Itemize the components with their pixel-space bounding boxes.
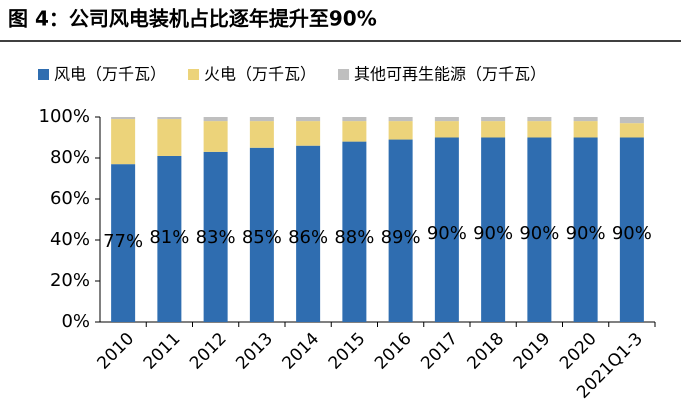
legend-label: 其他可再生能源（万千瓦） (354, 65, 546, 84)
data-label: 90% (612, 223, 652, 244)
y-tick-label: 100% (39, 106, 90, 127)
chart-title: 图 4：公司风电装机占比逐年提升至90% (8, 7, 377, 31)
bar-segment (619, 117, 644, 124)
x-tick-label: 2018 (463, 329, 508, 374)
bar-segment (527, 117, 552, 122)
bar-segment (388, 139, 413, 322)
bar-segment (157, 155, 182, 322)
bar-segment (619, 123, 644, 138)
data-label: 89% (381, 227, 421, 248)
y-tick-label: 40% (50, 229, 90, 250)
bar-segment (111, 117, 136, 120)
data-label: 86% (288, 227, 328, 248)
bar-segment (249, 147, 274, 322)
x-tick-label: 2019 (510, 329, 555, 374)
bar-segment (573, 121, 598, 138)
bar-segment (573, 137, 598, 322)
x-tick-label: 2016 (371, 329, 416, 374)
data-label: 90% (473, 223, 513, 244)
bar-segment (434, 117, 459, 122)
y-tick-label: 60% (50, 188, 90, 209)
x-tick-label: 2014 (278, 329, 323, 374)
bar-segment (527, 137, 552, 322)
x-tick-label: 2012 (186, 329, 231, 374)
data-label: 90% (427, 223, 467, 244)
bar-segment (157, 117, 182, 120)
legend-swatch (338, 69, 350, 80)
bar-segment (157, 119, 182, 156)
bar-segment (249, 121, 274, 148)
data-label: 81% (149, 227, 189, 248)
y-tick-label: 80% (50, 147, 90, 168)
bar-segment (481, 137, 506, 322)
x-tick-label: 2015 (325, 329, 370, 374)
data-label: 90% (519, 223, 559, 244)
bar-segment (573, 117, 598, 122)
bar-segment (296, 121, 321, 146)
data-label: 85% (242, 227, 282, 248)
x-tick-label: 2010 (93, 329, 138, 374)
bar-segment (296, 145, 321, 322)
x-tick-label: 2013 (232, 329, 277, 374)
x-tick-label: 2011 (140, 329, 185, 374)
bar-segment (342, 121, 367, 142)
bar-segment (203, 117, 228, 122)
legend-label: 风电（万千瓦） (54, 65, 166, 84)
bar-segment (342, 117, 367, 122)
bar-segment (203, 121, 228, 152)
y-tick-label: 0% (61, 311, 90, 332)
data-label: 77% (103, 231, 143, 252)
legend-swatch (38, 69, 49, 80)
bar-segment (388, 117, 413, 122)
bar-segment (434, 137, 459, 322)
legend-label: 火电（万千瓦） (204, 65, 316, 84)
bar-segment (111, 119, 136, 165)
bar-segment (111, 164, 136, 322)
x-tick-label: 2017 (417, 329, 462, 374)
bar-segment (481, 121, 506, 138)
bar-segment (388, 121, 413, 140)
bar-segment (203, 151, 228, 322)
bar-segment (619, 137, 644, 322)
data-label: 88% (334, 227, 374, 248)
bar-segment (249, 117, 274, 122)
bar-segment (434, 121, 459, 138)
bar-segment (296, 117, 321, 122)
y-tick-label: 20% (50, 270, 90, 291)
data-label: 90% (566, 223, 606, 244)
bar-segment (481, 117, 506, 122)
bar-segment (527, 121, 552, 138)
bar-segment (342, 141, 367, 322)
data-label: 83% (196, 227, 236, 248)
legend-swatch (188, 69, 200, 80)
